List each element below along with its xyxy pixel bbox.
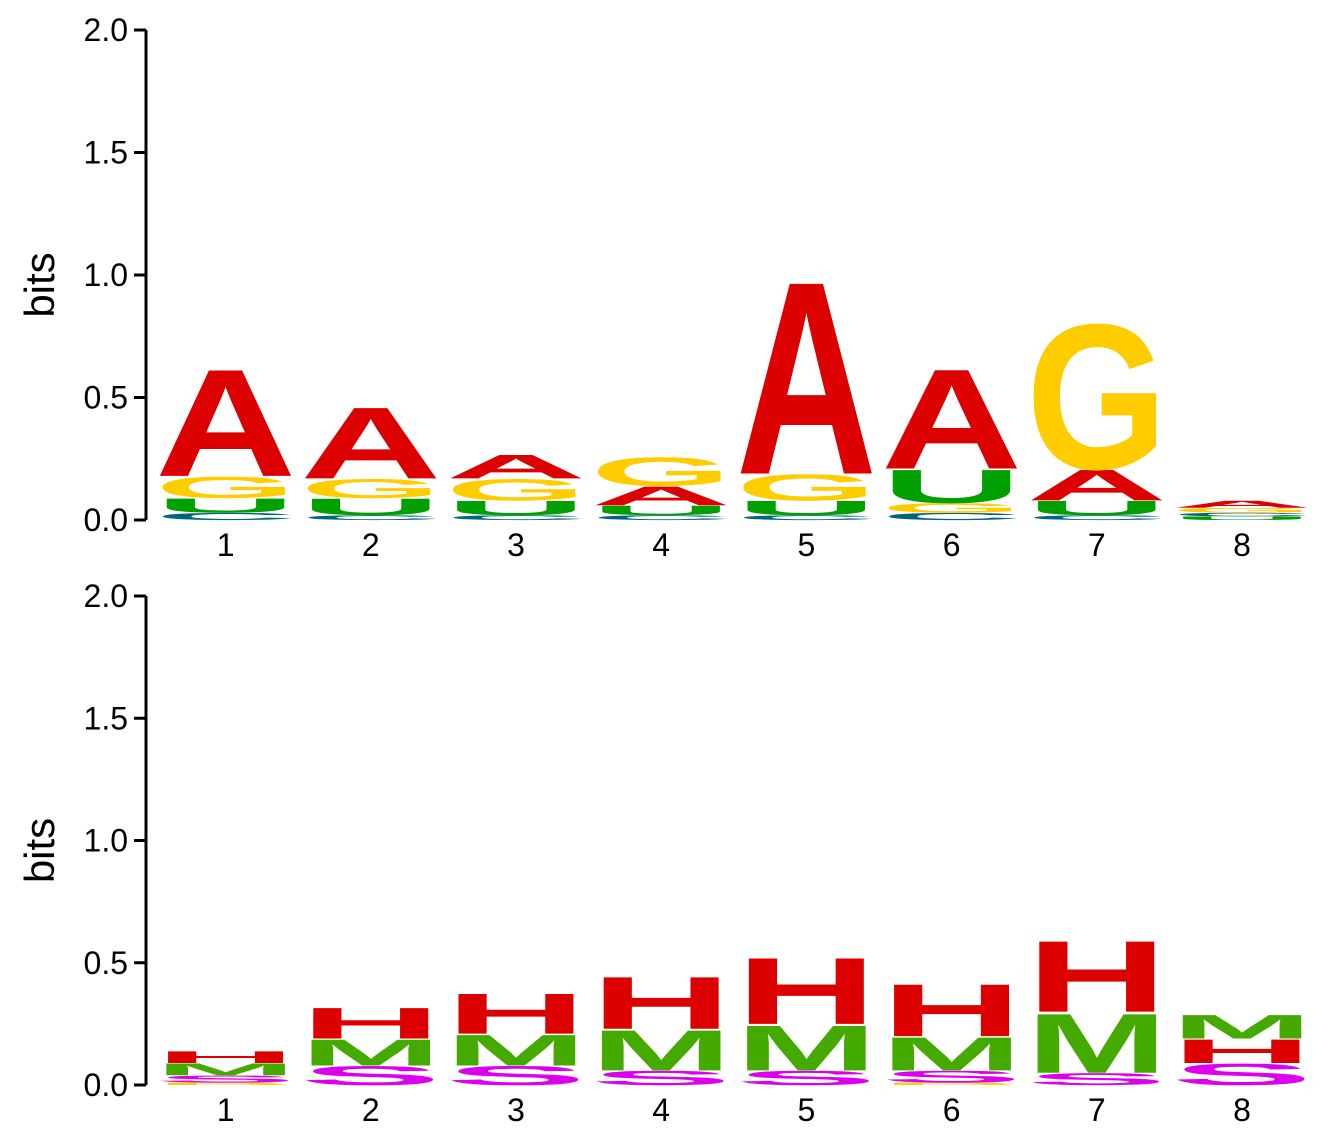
logo-letter-s: S (736, 1067, 877, 1090)
logo-letter-g: G (300, 473, 441, 503)
logo-letter-c: C (1171, 512, 1312, 518)
logo-letter-c: C (736, 514, 877, 522)
logo-letter-a: A (1026, 461, 1167, 510)
x-tick-label: 5 (798, 527, 816, 563)
logo-letter-g: G (1171, 507, 1312, 515)
logo-letter-a: A (1171, 499, 1312, 510)
logo-letter-c: C (155, 511, 296, 522)
logo-letter-u: U (736, 497, 877, 520)
logo-letter-c: C (881, 511, 1022, 522)
logo-letter-m: M (445, 1026, 586, 1075)
logo-letter-h: H (155, 1048, 296, 1067)
logo-letter-u: U (881, 460, 1022, 513)
logo-letter-s: S (445, 1060, 586, 1090)
y-tick-label: 1.5 (84, 700, 128, 736)
logo-letter-m: M (736, 1012, 877, 1084)
y-axis-title: bits (16, 818, 63, 883)
x-tick-label: 8 (1233, 527, 1251, 563)
logo-letter-h: H (591, 962, 732, 1045)
logo-letter-s: S (155, 1073, 296, 1084)
y-tick-label: 2.0 (84, 12, 128, 48)
logo-letter-c: C (300, 514, 441, 522)
x-tick-label: 6 (943, 1092, 961, 1128)
logo-letter-s: S (1171, 1058, 1312, 1092)
logo-letter-g: G (155, 470, 296, 504)
logo-letter-h: H (445, 982, 586, 1046)
logo-letter-c: C (445, 514, 586, 522)
logo-letter-a: A (300, 387, 441, 501)
y-tick-label: 1.0 (84, 823, 128, 859)
logo-letter-u: U (445, 497, 586, 520)
x-tick-label: 3 (507, 1092, 525, 1128)
logo-letter-u: U (1026, 497, 1167, 520)
logo-letter-g: G (1026, 281, 1167, 513)
logo-letter-s: S (300, 1060, 441, 1090)
logo-letter-u: U (300, 494, 441, 521)
logo-letter-s: S (1026, 1070, 1167, 1089)
logo-letter-g: G (591, 449, 732, 495)
y-tick-label: 1.0 (84, 257, 128, 293)
logo-letter-c: C (1026, 514, 1167, 522)
logo-letter-c: C (591, 514, 732, 522)
logo-letter-b: B (155, 1082, 296, 1086)
y-tick-label: 0.5 (84, 945, 128, 981)
x-tick-label: 3 (507, 527, 525, 563)
x-tick-label: 8 (1233, 1092, 1251, 1128)
x-tick-label: 6 (943, 527, 961, 563)
logo-letter-a: A (591, 481, 732, 511)
logo-letter-g: G (881, 500, 1022, 515)
logo-letter-a: A (736, 224, 877, 532)
logo-letter-u: U (155, 494, 296, 517)
y-tick-label: 0.0 (84, 1067, 128, 1103)
logo-letter-m: M (300, 1032, 441, 1074)
logo-letter-h: H (300, 999, 441, 1048)
logo-letter-h: H (736, 938, 877, 1044)
x-tick-label: 7 (1088, 1092, 1106, 1128)
x-tick-label: 7 (1088, 527, 1106, 563)
logo-letter-m: M (591, 1018, 732, 1083)
logo-letter-m: M (155, 1060, 296, 1079)
logo-letter-s: S (591, 1067, 732, 1090)
y-tick-label: 2.0 (84, 578, 128, 614)
logo-letter-u: U (1171, 515, 1312, 521)
logo-letter-g: G (736, 466, 877, 508)
logo-letter-h: H (1171, 1032, 1312, 1070)
logo-letter-h: H (881, 969, 1022, 1052)
y-tick-label: 1.5 (84, 135, 128, 171)
logo-letter-u: U (591, 503, 732, 518)
logo-letter-g: G (445, 473, 586, 507)
x-tick-label: 4 (652, 527, 670, 563)
x-tick-label: 2 (362, 1092, 380, 1128)
logo-letter-a: A (881, 340, 1022, 499)
x-tick-label: 5 (798, 1092, 816, 1128)
y-tick-label: 0.0 (84, 502, 128, 538)
logo-letter-m: M (881, 1028, 1022, 1081)
x-tick-label: 2 (362, 527, 380, 563)
logo-letter-m: M (1171, 1008, 1312, 1046)
y-tick-label: 0.5 (84, 380, 128, 416)
logo-letter-b: B (881, 1082, 1022, 1086)
x-tick-label: 1 (217, 527, 235, 563)
logo-letter-a: A (155, 338, 296, 509)
logo-letter-h: H (1026, 920, 1167, 1034)
y-axis-title: bits (16, 252, 63, 317)
x-tick-label: 4 (652, 1092, 670, 1128)
x-tick-label: 1 (217, 1092, 235, 1128)
logo-letter-a: A (445, 448, 586, 486)
logo-letter-m: M (1026, 997, 1167, 1091)
logo-letter-s: S (881, 1067, 1022, 1086)
